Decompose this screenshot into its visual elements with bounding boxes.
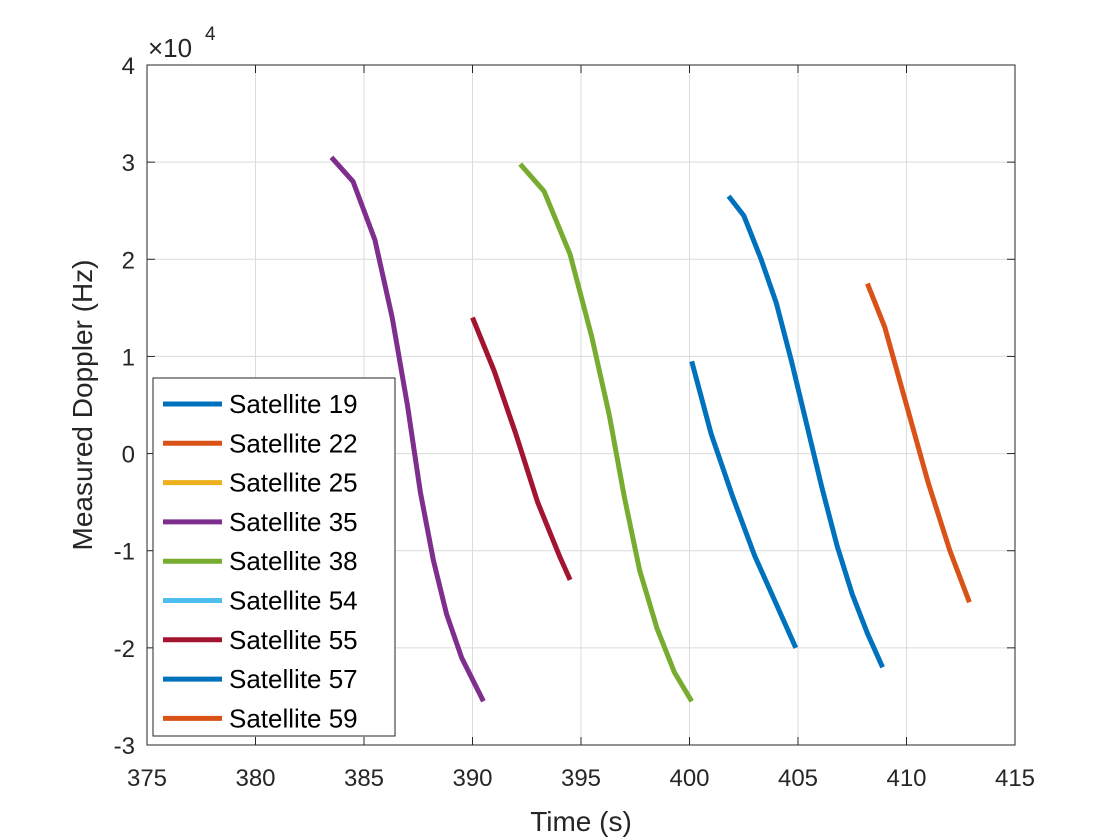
y-tick-label: 4	[122, 53, 135, 80]
legend-label-satellite-25: Satellite 25	[229, 468, 358, 498]
axis-ticks	[146, 64, 1016, 746]
series-line-satellite-35	[329, 155, 486, 703]
y-tick-label: 2	[122, 247, 135, 274]
y-exponent-base: ×10	[148, 33, 192, 63]
y-tick-label: 1	[122, 344, 135, 371]
x-tick-label: 380	[235, 765, 275, 792]
y-tick-label: 0	[122, 442, 135, 469]
series-line-satellite-55	[470, 316, 573, 581]
legend-label-satellite-57: Satellite 57	[229, 664, 358, 694]
axis-tick-labels: 375 380 385 390 395 400 405 410 415 -3 -2 -1 0 1 2 3 4	[114, 53, 1035, 792]
legend-box	[152, 377, 396, 737]
legend: Satellite 19 Satellite 22 Satellite 25 Sate…	[152, 377, 396, 737]
x-tick-label: 400	[669, 765, 709, 792]
series-line-satellite-38	[518, 162, 694, 703]
y-exponent: ×10 4	[148, 24, 216, 63]
y-exponent-power: 4	[205, 24, 216, 45]
legend-label-satellite-19: Satellite 19	[229, 389, 358, 419]
series-line-satellite-22	[865, 282, 972, 604]
x-tick-label: 375	[127, 765, 167, 792]
x-tick-label: 415	[995, 765, 1035, 792]
series-line-satellite-19	[689, 360, 799, 649]
y-axis-label: Measured Doppler (Hz)	[67, 260, 98, 551]
y-tick-label: 3	[122, 150, 135, 177]
legend-label-satellite-55: Satellite 55	[229, 625, 358, 655]
x-tick-label: 405	[778, 765, 818, 792]
y-tick-label: -3	[114, 733, 135, 760]
y-tick-label: -1	[114, 539, 135, 566]
legend-label-satellite-59: Satellite 59	[229, 703, 358, 733]
x-tick-label: 390	[452, 765, 492, 792]
y-tick-label: -2	[114, 636, 135, 663]
x-tick-label: 385	[344, 765, 384, 792]
legend-label-satellite-38: Satellite 38	[229, 546, 358, 576]
legend-label-satellite-35: Satellite 35	[229, 507, 358, 537]
series-line-satellite-57	[726, 194, 885, 669]
legend-label-satellite-54: Satellite 54	[229, 586, 358, 616]
x-tick-label: 410	[886, 765, 926, 792]
series-lines	[329, 155, 972, 703]
legend-label-satellite-22: Satellite 22	[229, 428, 358, 458]
x-tick-label: 395	[561, 765, 601, 792]
x-axis-label: Time (s)	[530, 806, 632, 837]
